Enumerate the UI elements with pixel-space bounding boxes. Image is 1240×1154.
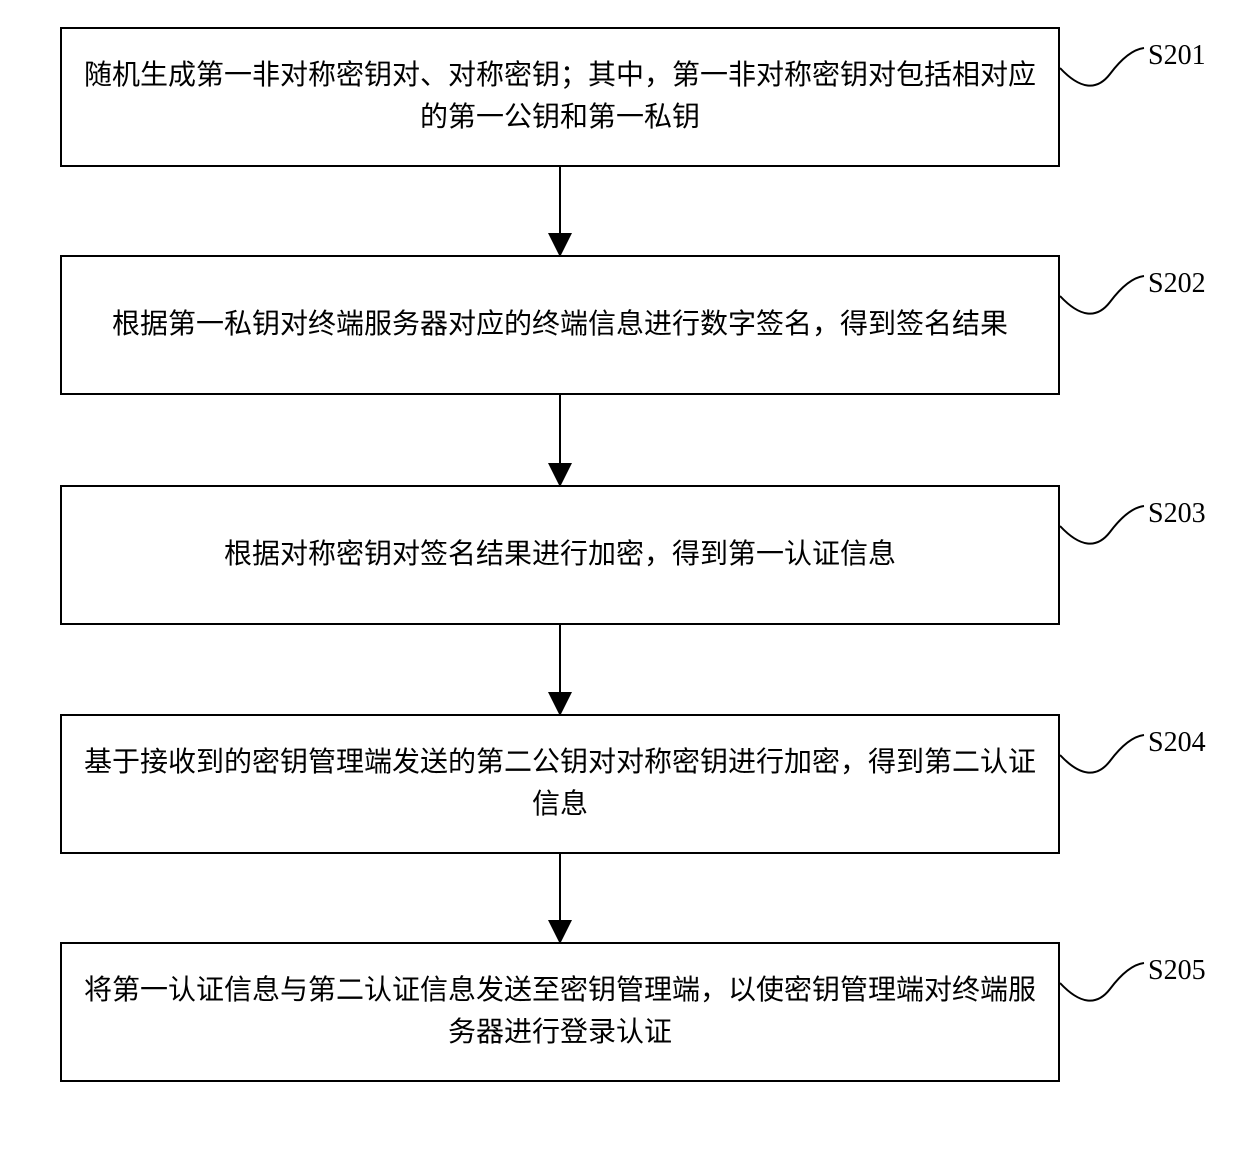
flowchart-canvas: 随机生成第一非对称密钥对、对称密钥；其中，第一非对称密钥对包括相对应的第一公钥和… — [0, 0, 1240, 1154]
step-box-s201: 随机生成第一非对称密钥对、对称密钥；其中，第一非对称密钥对包括相对应的第一公钥和… — [60, 27, 1060, 167]
label-connector-s203 — [1060, 506, 1144, 544]
label-connector-s205 — [1060, 963, 1144, 1001]
step-text: 基于接收到的密钥管理端发送的第二公钥对对称密钥进行加密，得到第二认证信息 — [82, 742, 1038, 826]
label-connector-s204 — [1060, 735, 1144, 773]
step-box-s202: 根据第一私钥对终端服务器对应的终端信息进行数字签名，得到签名结果 — [60, 255, 1060, 395]
step-text: 根据对称密钥对签名结果进行加密，得到第一认证信息 — [224, 534, 896, 576]
step-label-s204: S204 — [1148, 727, 1206, 759]
step-label-s202: S202 — [1148, 268, 1206, 300]
step-box-s205: 将第一认证信息与第二认证信息发送至密钥管理端，以使密钥管理端对终端服务器进行登录… — [60, 942, 1060, 1082]
label-connector-s201 — [1060, 48, 1144, 86]
step-text: 根据第一私钥对终端服务器对应的终端信息进行数字签名，得到签名结果 — [112, 304, 1008, 346]
step-label-s205: S205 — [1148, 955, 1206, 987]
step-text: 将第一认证信息与第二认证信息发送至密钥管理端，以使密钥管理端对终端服务器进行登录… — [82, 970, 1038, 1054]
step-label-s201: S201 — [1148, 40, 1206, 72]
step-box-s203: 根据对称密钥对签名结果进行加密，得到第一认证信息 — [60, 485, 1060, 625]
step-box-s204: 基于接收到的密钥管理端发送的第二公钥对对称密钥进行加密，得到第二认证信息 — [60, 714, 1060, 854]
step-text: 随机生成第一非对称密钥对、对称密钥；其中，第一非对称密钥对包括相对应的第一公钥和… — [82, 55, 1038, 139]
step-label-s203: S203 — [1148, 498, 1206, 530]
label-connector-s202 — [1060, 276, 1144, 314]
